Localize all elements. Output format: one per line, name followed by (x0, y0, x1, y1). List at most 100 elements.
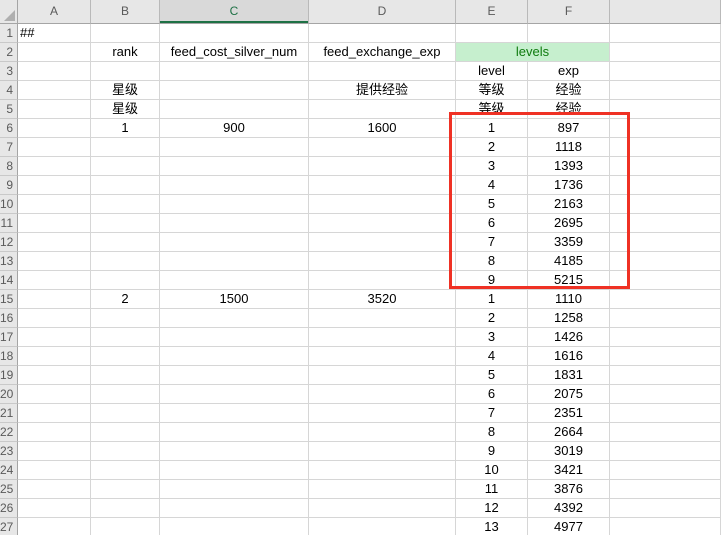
cell-C21[interactable] (160, 404, 309, 423)
cell-E10[interactable]: 5 (456, 195, 528, 214)
cell-B12[interactable] (91, 233, 160, 252)
cell-B13[interactable] (91, 252, 160, 271)
cell-G8[interactable] (610, 157, 721, 176)
cell-D3[interactable] (309, 62, 456, 81)
cell-A13[interactable] (18, 252, 91, 271)
cell-A27[interactable] (18, 518, 91, 535)
cell-F20[interactable]: 2075 (528, 385, 610, 404)
cell-F8[interactable]: 1393 (528, 157, 610, 176)
cell-G15[interactable] (610, 290, 721, 309)
column-header-B[interactable]: B (91, 0, 160, 24)
cell-A24[interactable] (18, 461, 91, 480)
row-header-6[interactable]: 6 (0, 119, 18, 138)
cell-C5[interactable] (160, 100, 309, 119)
row-header-13[interactable]: 13 (0, 252, 18, 271)
cell-C4[interactable] (160, 81, 309, 100)
cell-E20[interactable]: 6 (456, 385, 528, 404)
cell-A4[interactable] (18, 81, 91, 100)
cell-E16[interactable]: 2 (456, 309, 528, 328)
cell-D10[interactable] (309, 195, 456, 214)
cell-G27[interactable] (610, 518, 721, 535)
cell-A17[interactable] (18, 328, 91, 347)
cell-D7[interactable] (309, 138, 456, 157)
cell-D27[interactable] (309, 518, 456, 535)
cell-E4[interactable]: 等级 (456, 81, 528, 100)
cell-B19[interactable] (91, 366, 160, 385)
cell-F22[interactable]: 2664 (528, 423, 610, 442)
cell-E2[interactable]: levels (456, 43, 610, 62)
column-header-F[interactable]: F (528, 0, 610, 24)
row-header-5[interactable]: 5 (0, 100, 18, 119)
cell-D13[interactable] (309, 252, 456, 271)
cell-B25[interactable] (91, 480, 160, 499)
cell-B14[interactable] (91, 271, 160, 290)
cell-E17[interactable]: 3 (456, 328, 528, 347)
cell-E6[interactable]: 1 (456, 119, 528, 138)
cell-B26[interactable] (91, 499, 160, 518)
cell-B15[interactable]: 2 (91, 290, 160, 309)
cell-E26[interactable]: 12 (456, 499, 528, 518)
cell-G17[interactable] (610, 328, 721, 347)
cell-C27[interactable] (160, 518, 309, 535)
cell-B1[interactable] (91, 24, 160, 43)
cell-A22[interactable] (18, 423, 91, 442)
cell-G25[interactable] (610, 480, 721, 499)
column-header-E[interactable]: E (456, 0, 528, 24)
cell-E27[interactable]: 13 (456, 518, 528, 535)
cell-E25[interactable]: 11 (456, 480, 528, 499)
cell-G4[interactable] (610, 81, 721, 100)
row-header-2[interactable]: 2 (0, 43, 18, 62)
cell-A16[interactable] (18, 309, 91, 328)
cell-G5[interactable] (610, 100, 721, 119)
cell-E5[interactable]: 等级 (456, 100, 528, 119)
cell-D17[interactable] (309, 328, 456, 347)
row-header-10[interactable]: 10 (0, 195, 18, 214)
cell-B4[interactable]: 星级 (91, 81, 160, 100)
cell-G20[interactable] (610, 385, 721, 404)
cell-C22[interactable] (160, 423, 309, 442)
row-header-4[interactable]: 4 (0, 81, 18, 100)
cell-C3[interactable] (160, 62, 309, 81)
cell-C6[interactable]: 900 (160, 119, 309, 138)
cell-B3[interactable] (91, 62, 160, 81)
select-all-corner[interactable] (0, 0, 18, 24)
cell-A2[interactable] (18, 43, 91, 62)
cell-B17[interactable] (91, 328, 160, 347)
cell-E22[interactable]: 8 (456, 423, 528, 442)
cell-B18[interactable] (91, 347, 160, 366)
row-header-9[interactable]: 9 (0, 176, 18, 195)
cell-D18[interactable] (309, 347, 456, 366)
cell-F25[interactable]: 3876 (528, 480, 610, 499)
cell-E14[interactable]: 9 (456, 271, 528, 290)
cell-D4[interactable]: 提供经验 (309, 81, 456, 100)
cell-A10[interactable] (18, 195, 91, 214)
cell-A26[interactable] (18, 499, 91, 518)
row-header-18[interactable]: 18 (0, 347, 18, 366)
cell-C24[interactable] (160, 461, 309, 480)
row-header-11[interactable]: 11 (0, 214, 18, 233)
cell-F13[interactable]: 4185 (528, 252, 610, 271)
cell-F1[interactable] (528, 24, 610, 43)
column-header-D[interactable]: D (309, 0, 456, 24)
cell-B7[interactable] (91, 138, 160, 157)
cell-E24[interactable]: 10 (456, 461, 528, 480)
cell-C10[interactable] (160, 195, 309, 214)
cell-G12[interactable] (610, 233, 721, 252)
row-header-22[interactable]: 22 (0, 423, 18, 442)
cell-B23[interactable] (91, 442, 160, 461)
row-header-12[interactable]: 12 (0, 233, 18, 252)
row-header-16[interactable]: 16 (0, 309, 18, 328)
cell-F11[interactable]: 2695 (528, 214, 610, 233)
cell-A14[interactable] (18, 271, 91, 290)
cell-D19[interactable] (309, 366, 456, 385)
cell-G19[interactable] (610, 366, 721, 385)
cell-E11[interactable]: 6 (456, 214, 528, 233)
cell-A1[interactable]: ## (18, 24, 91, 43)
cell-B10[interactable] (91, 195, 160, 214)
cell-G13[interactable] (610, 252, 721, 271)
cell-G18[interactable] (610, 347, 721, 366)
cell-D21[interactable] (309, 404, 456, 423)
cell-A7[interactable] (18, 138, 91, 157)
cell-D6[interactable]: 1600 (309, 119, 456, 138)
row-header-1[interactable]: 1 (0, 24, 18, 43)
